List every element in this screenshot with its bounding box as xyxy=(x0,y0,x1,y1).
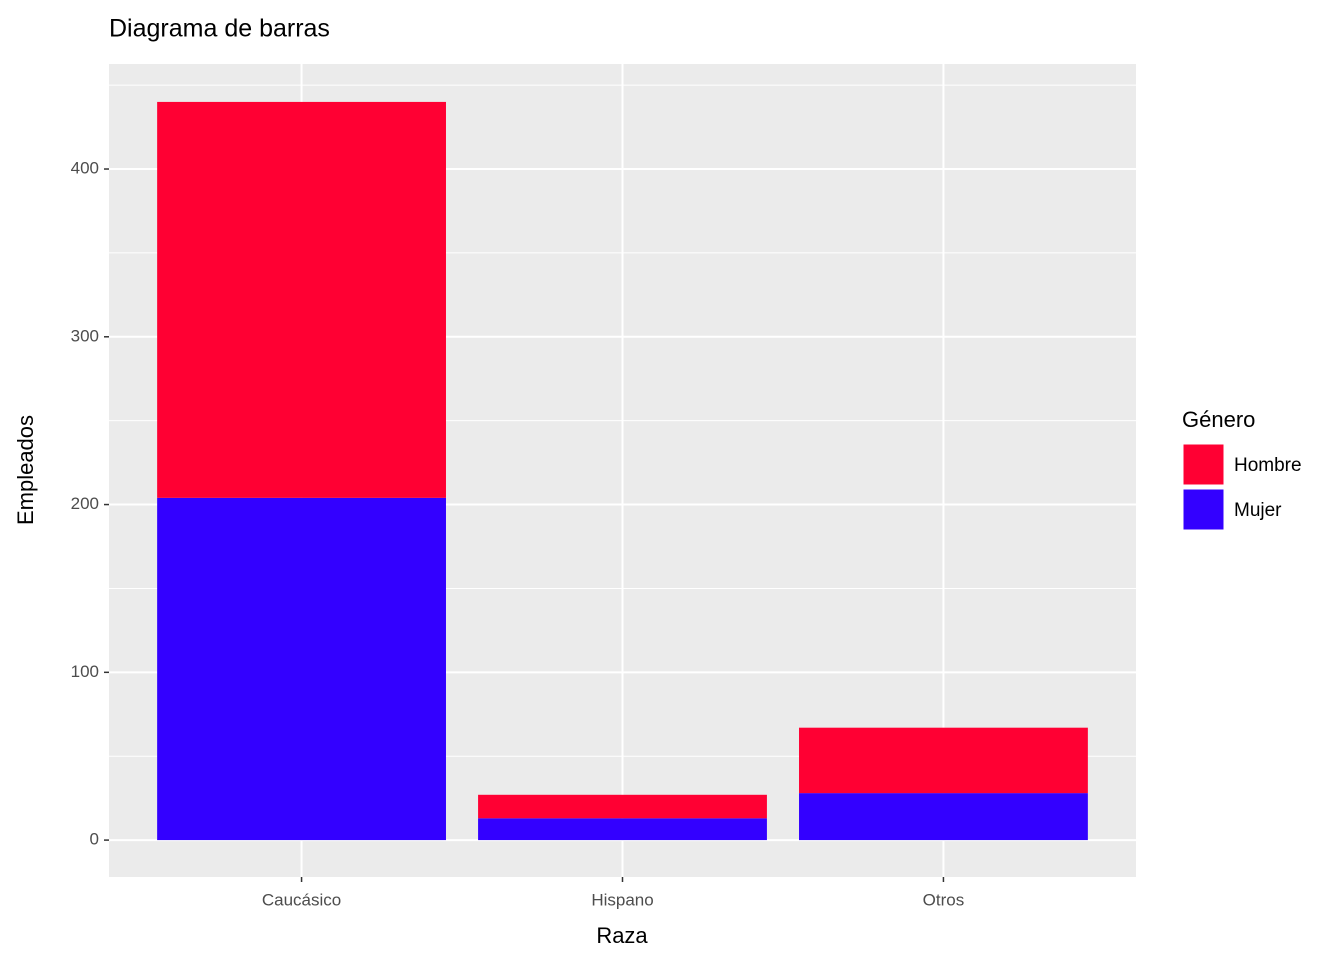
legend-label: Hombre xyxy=(1234,455,1302,476)
bar xyxy=(799,793,1088,841)
legend-title: Género xyxy=(1182,407,1255,432)
legend-label: Mujer xyxy=(1234,500,1282,521)
bar xyxy=(157,497,446,841)
y-tick-label: 200 xyxy=(71,494,99,513)
x-axis-title: Raza xyxy=(596,923,648,948)
legend-key xyxy=(1182,488,1225,531)
y-axis-title: Empleados xyxy=(13,415,38,525)
bar xyxy=(799,727,1088,794)
y-tick-label: 100 xyxy=(71,662,99,681)
bar xyxy=(157,101,446,498)
y-tick-label: 400 xyxy=(71,159,99,178)
bar xyxy=(478,818,767,841)
x-tick-label: Otros xyxy=(923,890,965,909)
x-tick-label: Caucásico xyxy=(262,890,341,909)
x-tick-label: Hispano xyxy=(591,890,653,909)
bar xyxy=(478,794,767,819)
y-tick-label: 0 xyxy=(90,830,99,849)
legend-key xyxy=(1182,443,1225,486)
y-tick-label: 300 xyxy=(71,326,99,345)
chart-title: Diagrama de barras xyxy=(109,15,330,43)
